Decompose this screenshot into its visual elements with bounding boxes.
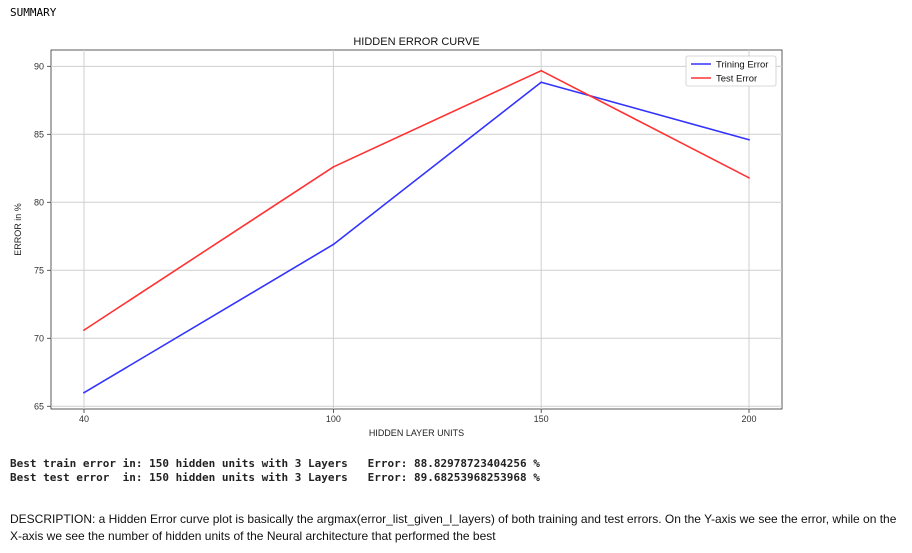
y-tick-label: 85 bbox=[34, 129, 44, 139]
best-train-error-value: Error: 88.82978723404256 % bbox=[367, 457, 540, 470]
best-train-error-line: Best train error in: 150 hidden units wi… bbox=[10, 457, 540, 470]
hidden-error-chart: HIDDEN ERROR CURVE 40 100 150 200 65 70 75 80 85… bbox=[13, 36, 783, 438]
best-test-error-line: Best test error in: 150 hidden units wit… bbox=[10, 471, 540, 484]
data-point bbox=[83, 329, 85, 332]
y-tick-label: 90 bbox=[34, 61, 44, 71]
data-point bbox=[748, 176, 750, 179]
legend-label: Trining Error bbox=[716, 60, 768, 71]
y-tick-label: 75 bbox=[34, 265, 44, 275]
legend: Trining Error Test Error bbox=[685, 55, 777, 87]
chart-title: HIDDEN ERROR CURVE bbox=[353, 36, 479, 48]
data-point bbox=[332, 243, 335, 246]
plot-area bbox=[50, 49, 783, 410]
data-point bbox=[83, 391, 85, 394]
data-point bbox=[332, 166, 335, 168]
y-tick-label: 70 bbox=[34, 333, 44, 343]
y-axis-title: ERROR in % bbox=[13, 203, 23, 256]
summary-label: SUMMARY bbox=[10, 6, 57, 19]
x-tick-label: 200 bbox=[741, 414, 756, 424]
best-train-label: Best train error in: 150 hidden units wi… bbox=[10, 457, 348, 470]
axis-ticks: 40 100 150 200 65 70 75 80 85 90 bbox=[34, 61, 757, 424]
description-text: DESCRIPTION: a Hidden Error curve plot i… bbox=[10, 512, 897, 543]
x-tick-label: 150 bbox=[534, 414, 549, 424]
x-tick-label: 40 bbox=[79, 414, 89, 424]
data-point bbox=[540, 69, 543, 72]
grid-lines bbox=[51, 50, 782, 409]
y-tick-label: 65 bbox=[34, 401, 44, 411]
series-layer bbox=[83, 69, 750, 394]
best-test-error-value: Error: 89.68253968253968 % bbox=[367, 471, 540, 484]
best-test-label: Best test error in: 150 hidden units wit… bbox=[10, 471, 348, 484]
series-line-training-error bbox=[83, 81, 750, 394]
series-line-test-error bbox=[83, 69, 750, 331]
y-tick-label: 80 bbox=[34, 197, 44, 207]
x-tick-label: 100 bbox=[326, 414, 341, 424]
legend-label: Test Error bbox=[716, 74, 757, 85]
x-axis-title: HIDDEN LAYER UNITS bbox=[369, 428, 464, 438]
data-point bbox=[540, 81, 543, 84]
data-point bbox=[748, 138, 750, 141]
